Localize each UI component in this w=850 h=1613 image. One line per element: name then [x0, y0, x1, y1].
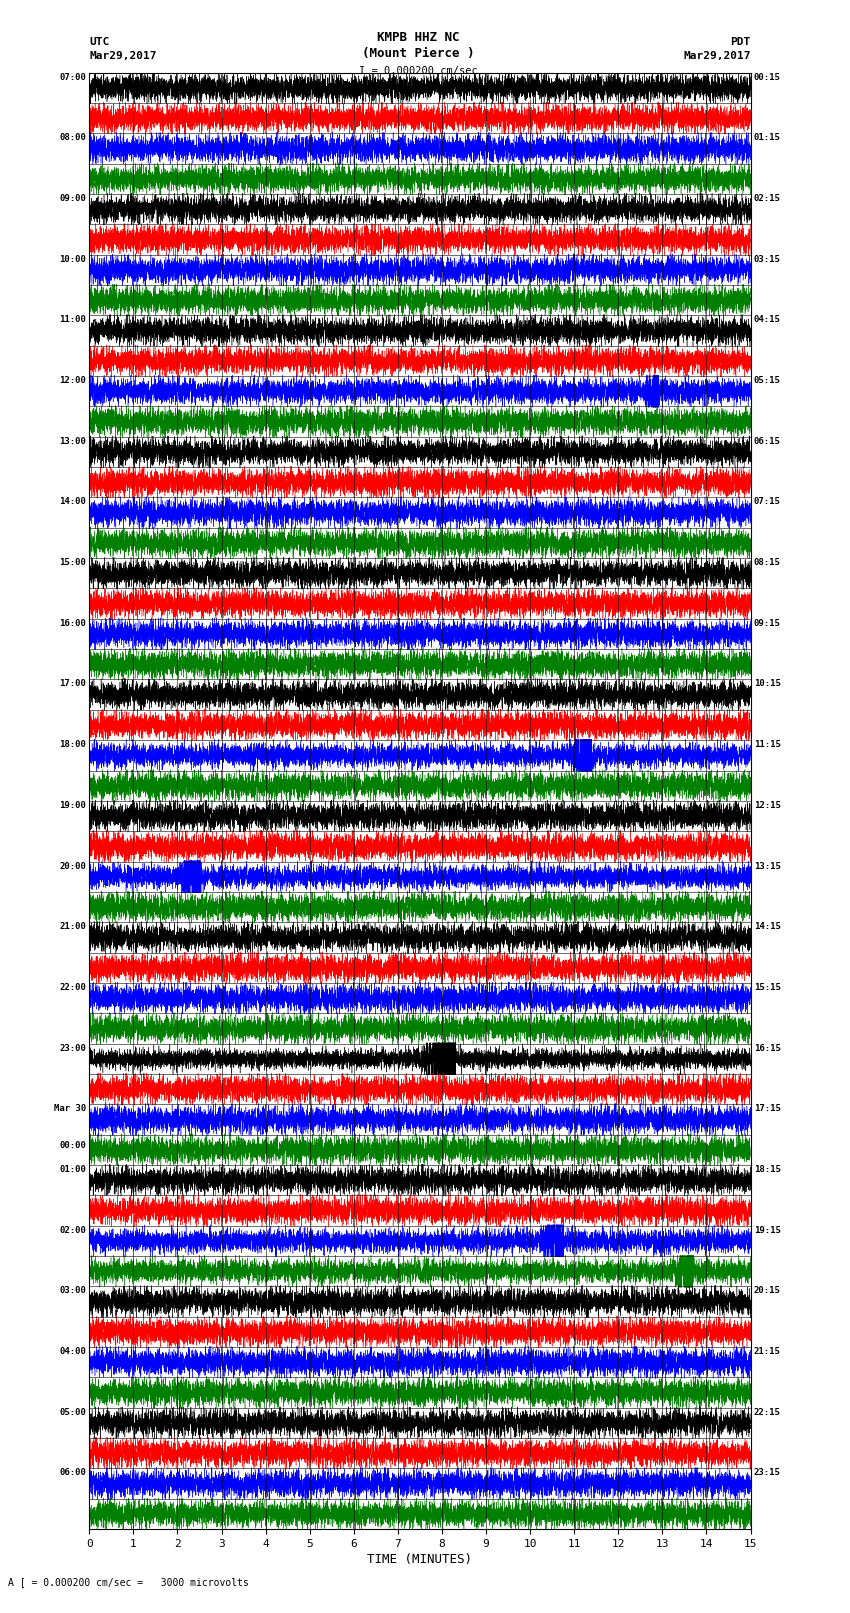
Text: 11:00: 11:00: [59, 316, 86, 324]
Text: 10:00: 10:00: [59, 255, 86, 263]
Text: 03:00: 03:00: [59, 1287, 86, 1295]
X-axis label: TIME (MINUTES): TIME (MINUTES): [367, 1553, 473, 1566]
Text: 01:15: 01:15: [754, 134, 781, 142]
Text: 17:00: 17:00: [59, 679, 86, 689]
Text: 10:15: 10:15: [754, 679, 781, 689]
Text: 15:00: 15:00: [59, 558, 86, 568]
Text: 01:00: 01:00: [59, 1165, 86, 1174]
Text: 09:00: 09:00: [59, 194, 86, 203]
Text: PDT: PDT: [730, 37, 751, 47]
Text: 08:15: 08:15: [754, 558, 781, 568]
Text: 05:00: 05:00: [59, 1408, 86, 1416]
Text: 18:15: 18:15: [754, 1165, 781, 1174]
Text: 07:15: 07:15: [754, 497, 781, 506]
Text: I = 0.000200 cm/sec: I = 0.000200 cm/sec: [359, 66, 478, 76]
Text: 06:00: 06:00: [59, 1468, 86, 1478]
Text: 00:00: 00:00: [59, 1140, 86, 1150]
Text: A [ = 0.000200 cm/sec =   3000 microvolts: A [ = 0.000200 cm/sec = 3000 microvolts: [8, 1578, 249, 1587]
Text: 14:00: 14:00: [59, 497, 86, 506]
Text: 14:15: 14:15: [754, 923, 781, 931]
Text: (Mount Pierce ): (Mount Pierce ): [362, 47, 474, 60]
Text: UTC: UTC: [89, 37, 110, 47]
Text: 22:00: 22:00: [59, 982, 86, 992]
Text: 21:00: 21:00: [59, 923, 86, 931]
Text: KMPB HHZ NC: KMPB HHZ NC: [377, 31, 460, 44]
Text: 16:15: 16:15: [754, 1044, 781, 1053]
Text: 02:15: 02:15: [754, 194, 781, 203]
Text: 13:00: 13:00: [59, 437, 86, 445]
Text: Mar 30: Mar 30: [54, 1105, 86, 1113]
Text: 23:15: 23:15: [754, 1468, 781, 1478]
Text: 07:00: 07:00: [59, 73, 86, 82]
Text: 21:15: 21:15: [754, 1347, 781, 1357]
Text: 11:15: 11:15: [754, 740, 781, 748]
Text: 16:00: 16:00: [59, 619, 86, 627]
Text: 03:15: 03:15: [754, 255, 781, 263]
Text: 13:15: 13:15: [754, 861, 781, 871]
Text: 04:00: 04:00: [59, 1347, 86, 1357]
Text: Mar29,2017: Mar29,2017: [683, 52, 751, 61]
Text: 06:15: 06:15: [754, 437, 781, 445]
Text: 17:15: 17:15: [754, 1105, 781, 1113]
Text: 19:15: 19:15: [754, 1226, 781, 1234]
Text: 23:00: 23:00: [59, 1044, 86, 1053]
Text: 12:00: 12:00: [59, 376, 86, 386]
Text: 20:15: 20:15: [754, 1287, 781, 1295]
Text: 19:00: 19:00: [59, 802, 86, 810]
Text: 18:00: 18:00: [59, 740, 86, 748]
Text: 00:15: 00:15: [754, 73, 781, 82]
Text: 15:15: 15:15: [754, 982, 781, 992]
Text: 20:00: 20:00: [59, 861, 86, 871]
Text: 08:00: 08:00: [59, 134, 86, 142]
Text: 02:00: 02:00: [59, 1226, 86, 1234]
Text: 05:15: 05:15: [754, 376, 781, 386]
Text: 04:15: 04:15: [754, 316, 781, 324]
Text: Mar29,2017: Mar29,2017: [89, 52, 156, 61]
Text: 12:15: 12:15: [754, 802, 781, 810]
Text: 09:15: 09:15: [754, 619, 781, 627]
Text: 22:15: 22:15: [754, 1408, 781, 1416]
